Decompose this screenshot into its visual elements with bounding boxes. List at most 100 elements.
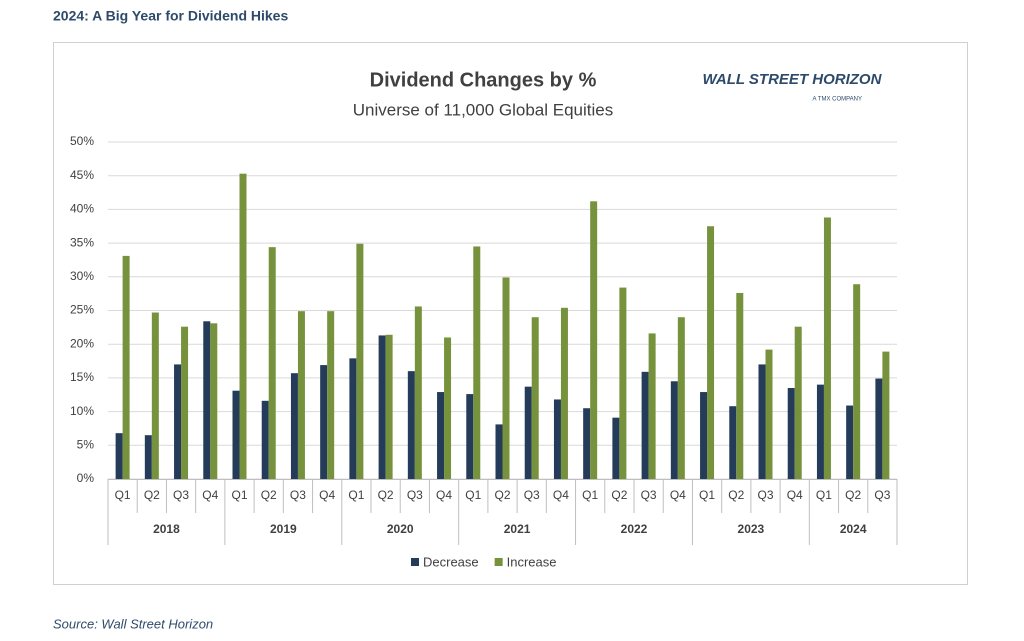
chart-frame [53,42,968,585]
bar [729,406,737,479]
bar [882,351,890,479]
x-tick-label: Q1 [348,488,364,502]
bar [407,371,415,479]
x-tick-label: Q2 [378,488,394,502]
y-tick-label: 0% [77,471,95,485]
bar [437,392,445,479]
chart-subtitle: Universe of 11,000 Global Equities [353,100,614,119]
logo-tagline: A TMX COMPANY [813,97,862,103]
bar [210,323,218,479]
x-tick-label: Q2 [611,488,627,502]
bar [736,292,744,479]
bar [466,394,474,479]
bar [823,217,831,479]
bar [268,247,276,479]
bar [648,333,656,479]
bar [765,349,773,479]
x-tick-label: Q3 [290,488,306,502]
y-tick-label: 30% [70,269,94,283]
page-title: 2024: A Big Year for Dividend Hikes [53,8,288,24]
x-tick-label: Q2 [845,488,861,502]
x-tick-label: Q4 [787,488,803,502]
bar [583,408,591,479]
bar [846,405,854,479]
x-tick-label: Q3 [641,488,657,502]
legend-swatch [494,558,503,566]
bar [619,287,627,479]
x-tick-label: Q4 [202,488,218,502]
chart-title: Dividend Changes by % [370,69,597,91]
group-label: 2020 [387,522,414,536]
group-label: 2019 [270,522,297,536]
y-tick-label: 50% [70,134,94,148]
bar [641,371,649,479]
bar [144,435,152,479]
bar [414,306,422,479]
bar [794,326,802,479]
x-tick-label: Q1 [231,488,247,502]
bar [151,312,159,479]
y-tick-label: 20% [70,336,94,350]
bar [174,364,182,479]
bar [320,365,328,479]
x-tick-label: Q1 [582,488,598,502]
group-label: 2021 [504,522,531,536]
bar [297,311,305,479]
bar [670,381,678,479]
y-tick-label: 5% [77,437,95,451]
x-tick-label: Q4 [670,488,686,502]
group-label: 2023 [738,522,765,536]
bar [590,201,598,479]
bar [385,334,393,479]
group-label: 2018 [153,522,180,536]
y-tick-label: 45% [70,168,94,182]
bar [356,243,364,479]
x-tick-label: Q4 [319,488,335,502]
bar [290,373,298,479]
bar [232,390,240,479]
bar [495,424,503,479]
bar [677,317,685,479]
x-tick-label: Q1 [699,488,715,502]
bar [758,364,766,479]
bar [444,337,452,479]
x-tick-label: Q2 [261,488,277,502]
legend-label: Decrease [423,554,479,569]
bar [327,311,335,479]
bar [560,307,568,479]
y-tick-label: 15% [70,370,94,384]
bar [115,433,123,479]
logo-name: WALL STREET HORIZON [703,71,883,88]
bar [502,277,510,479]
y-tick-label: 25% [70,303,94,317]
bar [875,378,883,479]
bar [261,400,269,479]
x-tick-label: Q4 [553,488,569,502]
x-tick-label: Q4 [436,488,452,502]
x-tick-label: Q3 [407,488,423,502]
bar [553,399,561,479]
y-tick-label: 40% [70,202,94,216]
bar [349,358,357,479]
x-tick-label: Q2 [494,488,510,502]
group-label: 2024 [840,522,867,536]
bar [181,326,189,479]
x-tick-label: Q2 [728,488,744,502]
x-tick-label: Q3 [524,488,540,502]
x-tick-label: Q3 [874,488,890,502]
y-tick-label: 10% [70,404,94,418]
bar [531,317,539,479]
bar [707,226,715,479]
bar [378,335,386,479]
x-tick-label: Q1 [816,488,832,502]
x-tick-label: Q2 [144,488,160,502]
group-label: 2022 [621,522,648,536]
x-tick-label: Q3 [757,488,773,502]
y-tick-label: 35% [70,235,94,249]
legend-swatch [411,558,419,566]
bar [524,386,532,479]
bar [853,284,861,479]
bar [787,388,795,479]
